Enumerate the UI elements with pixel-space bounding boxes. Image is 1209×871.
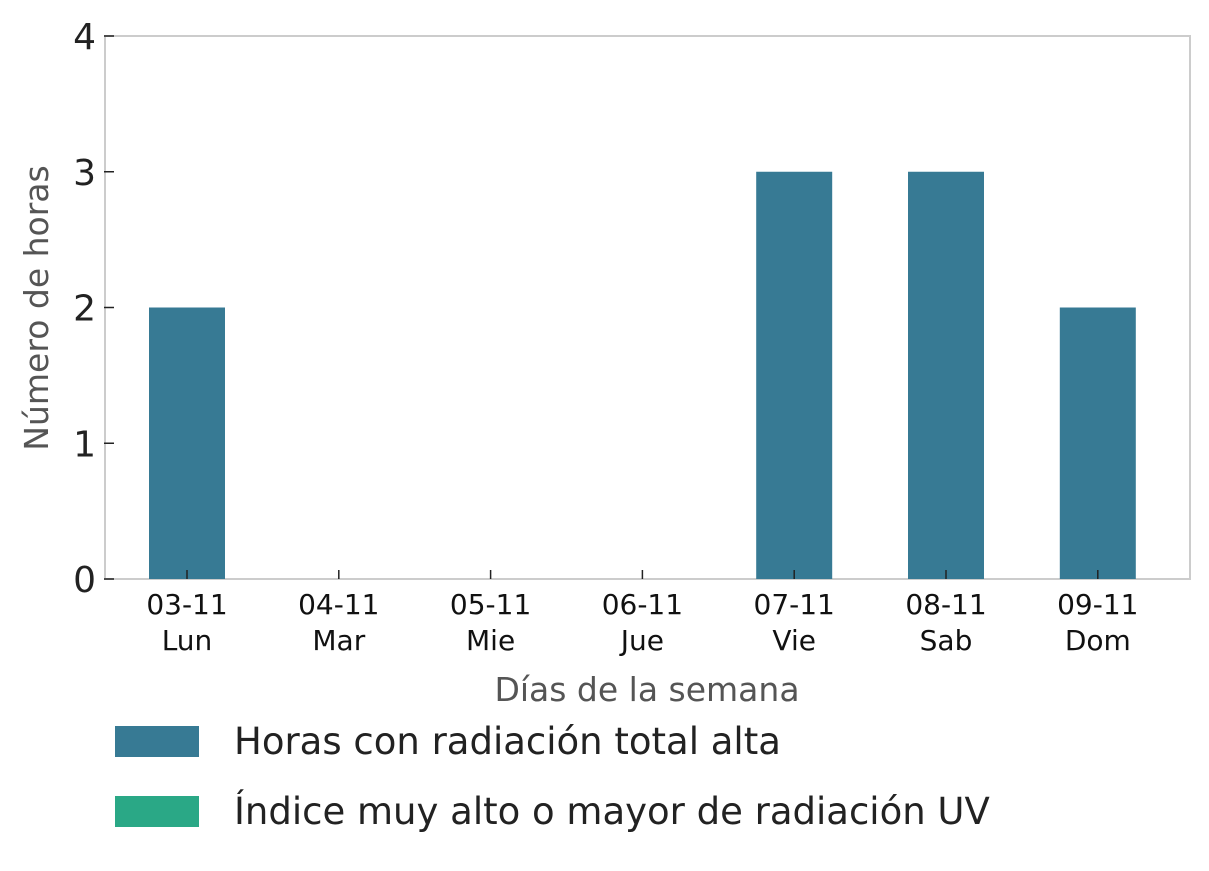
plot-area [104,35,1191,580]
legend-label-radiacion-total: Horas con radiación total alta [234,719,781,763]
legend-item-indice-uv: Índice muy alto o mayor de radiación UV [115,786,990,836]
legend-swatch-radiacion-total [115,725,199,757]
x-tick-label: 03-11 Lun [146,588,227,657]
x-axis-title: Días de la semana [494,670,799,709]
x-tick-label: 05-11 Mie [450,588,531,657]
x-tick-label: 09-11 Dom [1057,588,1138,657]
legend-swatch-indice-uv [115,795,199,827]
bar-radiacion-total [1059,307,1136,579]
y-tick-label: 2 [73,289,96,330]
y-axis-ticks: 0 1 2 3 4 [73,17,114,601]
legend: Horas con radiación total alta Índice mu… [115,716,990,856]
bar-radiacion-total [149,307,225,579]
x-axis-ticks: 03-11 Lun 04-11 Mar 05-11 Mie 06-11 Jue 07-11 Vie… [146,570,1138,657]
bar-radiacion-total [908,171,984,579]
x-tick-label: 04-11 Mar [298,588,379,657]
x-tick-label: 06-11 Jue [602,588,683,657]
y-axis-title: Número de horas [17,165,56,450]
x-tick-label: 07-11 Vie [754,588,835,657]
legend-label-indice-uv: Índice muy alto o mayor de radiación UV [234,789,990,833]
y-tick-label: 4 [73,17,96,58]
bars-group [149,171,1136,579]
y-tick-label: 0 [73,560,96,601]
x-tick-label: 08-11 Sab [905,588,986,657]
bar-radiacion-total [756,171,833,579]
legend-item-radiacion-total: Horas con radiación total alta [115,716,990,766]
y-tick-label: 3 [73,153,96,194]
y-tick-label: 1 [73,424,96,465]
